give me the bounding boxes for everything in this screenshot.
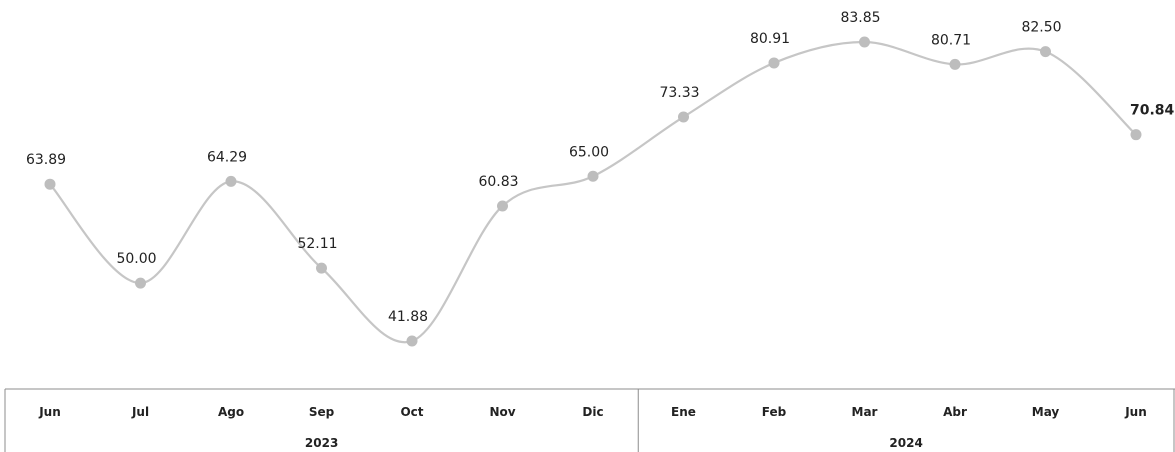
data-point	[225, 175, 237, 187]
x-tick-label: Jun	[38, 405, 61, 419]
x-tick-label: Mar	[852, 405, 878, 419]
data-label: 82.50	[1021, 20, 1061, 36]
x-tick-label: Ago	[218, 405, 244, 419]
x-axis: Jun Jul Ago Sep Oct Nov Dic Ene Feb Mar Abr May Jun 2…	[4, 388, 1175, 452]
x-tick-label: Jun	[1124, 405, 1147, 419]
x-tick-label: Feb	[762, 405, 787, 419]
data-point	[1130, 129, 1142, 141]
data-label: 70.84	[1130, 103, 1175, 119]
x-tick-label: Jul	[131, 405, 149, 419]
data-label: 52.11	[297, 236, 337, 252]
data-point	[44, 178, 56, 190]
x-tick-label: Dic	[582, 405, 603, 419]
year-group-label: 2024	[889, 436, 922, 450]
data-point	[587, 170, 599, 182]
data-label: 41.88	[388, 309, 428, 325]
data-point	[859, 36, 870, 48]
data-label: 65.00	[569, 144, 609, 160]
x-tick-label: May	[1032, 405, 1060, 419]
data-point	[406, 335, 418, 347]
x-tick-label: Oct	[400, 405, 423, 419]
x-tick-label: Abr	[943, 405, 967, 419]
data-label: 83.85	[840, 10, 880, 26]
data-point	[1040, 46, 1051, 58]
data-labels: 63.89 50.00 64.29 52.11 41.88 60.83 65.00 73.33…	[26, 10, 1175, 325]
data-points	[44, 36, 1142, 347]
data-label: 63.89	[26, 152, 66, 168]
x-tick-label: Nov	[489, 405, 515, 419]
data-point	[316, 262, 327, 274]
x-tick-label: Sep	[309, 405, 335, 419]
data-point	[768, 57, 780, 69]
year-group-label: 2023	[305, 436, 338, 450]
data-label: 50.00	[116, 251, 156, 267]
data-label: 80.71	[931, 32, 971, 48]
data-point	[497, 200, 508, 212]
series-line	[49, 40, 1137, 344]
data-label: 60.83	[478, 174, 518, 190]
data-point	[135, 277, 146, 289]
data-point	[949, 58, 961, 70]
data-label: 64.29	[207, 149, 247, 165]
x-tick-label: Ene	[671, 405, 696, 419]
data-label: 73.33	[659, 85, 699, 101]
data-label: 80.91	[750, 31, 790, 47]
data-point	[678, 111, 689, 123]
